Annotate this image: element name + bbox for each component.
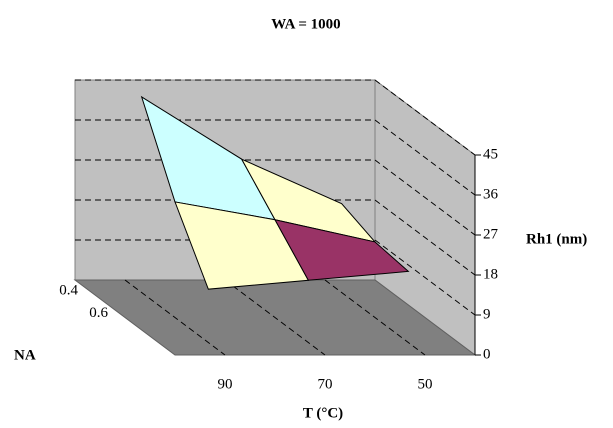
x-tick-label: 50 <box>418 376 433 392</box>
y-axis-label: NA <box>14 347 36 363</box>
z-tick-label: 18 <box>483 266 498 282</box>
grid-line <box>374 159 476 236</box>
x-axis-label: T (°C) <box>303 405 343 421</box>
y-tick-label: 0.6 <box>89 305 108 321</box>
z-tick-label: 27 <box>483 226 499 242</box>
grid-line <box>224 279 326 356</box>
grid-line <box>374 199 476 276</box>
chart-title: WA = 1000 <box>271 16 340 32</box>
z-tick-label: 36 <box>483 186 499 202</box>
z-tick-label: 45 <box>483 146 498 162</box>
grid-line <box>374 239 476 316</box>
grid-line <box>374 119 476 196</box>
grid-line <box>124 279 226 356</box>
z-tick-label: 9 <box>483 306 491 322</box>
z-axis-label: Rh1 (nm) <box>526 231 587 247</box>
x-tick-label: 90 <box>218 376 233 392</box>
x-tick-label: 70 <box>318 376 333 392</box>
surface-patch <box>274 218 410 281</box>
grid-line <box>324 279 426 356</box>
z-tick-label: 0 <box>483 346 491 362</box>
grid-line <box>374 79 476 156</box>
y-tick-label: 0.4 <box>59 283 78 299</box>
